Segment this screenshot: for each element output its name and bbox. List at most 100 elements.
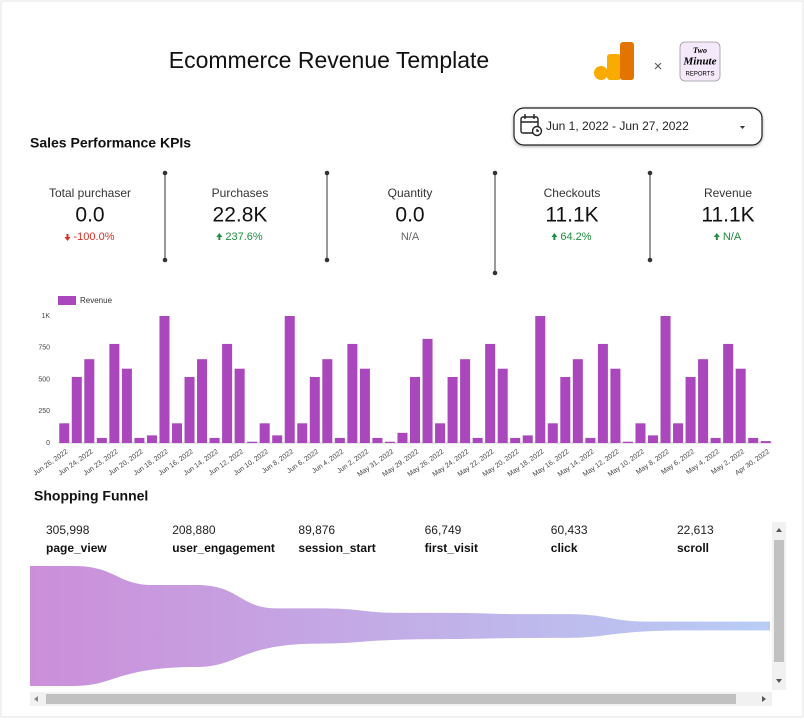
- funnel-value: 89,876: [298, 523, 335, 537]
- kpi-name: Total purchaser: [49, 186, 131, 200]
- funnel-step: page_view: [46, 541, 107, 555]
- y-tick-label: 500: [38, 376, 50, 383]
- legend-label: Revenue: [80, 296, 113, 305]
- bar: [723, 343, 734, 443]
- bar: [585, 437, 596, 443]
- bar: [209, 437, 220, 443]
- report-logo: Two Minute REPORTS: [679, 41, 721, 82]
- bar: [309, 376, 320, 443]
- bar: [560, 376, 571, 443]
- bar: [685, 376, 696, 443]
- bar: [171, 423, 183, 443]
- scroll-thumb[interactable]: [774, 540, 784, 662]
- bar: [422, 338, 433, 443]
- bar: [647, 435, 659, 443]
- calendar-icon: [520, 114, 543, 137]
- bar: [234, 368, 245, 443]
- bar: [109, 343, 120, 443]
- bar: [222, 343, 233, 443]
- funnel-value: 305,998: [46, 523, 90, 537]
- logo-text: Two: [693, 46, 707, 55]
- funnel-step: scroll: [677, 541, 709, 555]
- bar: [572, 359, 583, 443]
- kpi-change: 64.2%: [560, 231, 591, 243]
- kpi-name: Checkouts: [544, 186, 601, 200]
- funnel-value: 22,613: [677, 523, 714, 537]
- trend-arrow: [64, 234, 71, 241]
- bar: [660, 316, 671, 443]
- bar: [146, 435, 157, 443]
- bar: [96, 437, 107, 443]
- scroll-thumb[interactable]: [46, 694, 736, 704]
- bar: [397, 432, 408, 443]
- bar: [635, 423, 646, 443]
- bar: [297, 423, 308, 443]
- bar: [547, 423, 558, 443]
- separator: ×: [654, 58, 663, 75]
- bar: [322, 359, 333, 443]
- kpi-change: N/A: [723, 231, 742, 243]
- logo-text: Minute: [682, 56, 716, 68]
- trend-arrow: [216, 233, 223, 240]
- funnel-value: 66,749: [425, 523, 462, 537]
- bar: [510, 437, 521, 443]
- bar: [259, 423, 270, 443]
- scrollbars: [30, 522, 786, 706]
- kpi-change: 237.6%: [225, 231, 263, 243]
- bar: [334, 437, 345, 443]
- bar: [435, 423, 446, 443]
- bar: [134, 437, 145, 443]
- funnel-step: user_engagement: [172, 541, 275, 555]
- bar: [272, 435, 283, 443]
- y-tick-label: 250: [38, 408, 50, 415]
- bar: [760, 441, 771, 443]
- bar: [159, 316, 170, 443]
- date-range[interactable]: Jun 1, 2022 - Jun 27, 2022: [546, 119, 689, 133]
- y-tick-label: 750: [38, 345, 50, 352]
- bar: [409, 376, 421, 443]
- kpi-change: N/A: [401, 231, 420, 243]
- bar: [197, 359, 208, 443]
- kpi-name: Revenue: [704, 186, 752, 200]
- bar: [710, 437, 721, 443]
- bar: [485, 343, 496, 443]
- bar: [59, 423, 70, 443]
- funnel-step: click: [551, 541, 578, 555]
- bar: [84, 359, 95, 443]
- kpi-name: Purchases: [212, 186, 269, 200]
- trend-arrow: [551, 233, 558, 240]
- page-title: Ecommerce Revenue Template: [169, 47, 489, 73]
- kpi-value: 0.0: [75, 204, 104, 227]
- section-title: Shopping Funnel: [34, 488, 148, 504]
- bar: [748, 437, 759, 443]
- funnel-area: [30, 566, 770, 686]
- kpi-value: 22.8K: [213, 204, 268, 227]
- bar: [372, 437, 383, 443]
- bar: [384, 441, 395, 443]
- analytics-logo: [594, 42, 634, 80]
- section-title: Sales Performance KPIs: [30, 135, 191, 151]
- date-picker-box[interactable]: [513, 107, 763, 146]
- bar: [184, 376, 195, 443]
- bar: [472, 437, 483, 443]
- legend-swatch: [58, 296, 76, 305]
- y-tick-label: 1K: [41, 313, 50, 320]
- bar: [698, 359, 709, 443]
- bar: [460, 359, 471, 443]
- funnel-step: session_start: [298, 541, 375, 555]
- funnel-step: first_visit: [425, 541, 478, 555]
- bar: [622, 441, 633, 443]
- trend-arrow: [713, 233, 720, 240]
- bar: [535, 316, 546, 443]
- bar: [247, 441, 258, 443]
- kpis: Total purchaser 0.0 -100.0% Purchases 22.8K 2…: [49, 186, 755, 243]
- bar: [284, 316, 295, 443]
- date-picker[interactable]: Jun 1, 2022 - Jun 27, 2022: [513, 107, 763, 146]
- kpi-name: Quantity: [388, 186, 433, 200]
- bar: [673, 423, 684, 443]
- bar: [121, 368, 132, 443]
- funnel-value: 208,880: [172, 523, 216, 537]
- y-tick-label: 0: [46, 440, 50, 447]
